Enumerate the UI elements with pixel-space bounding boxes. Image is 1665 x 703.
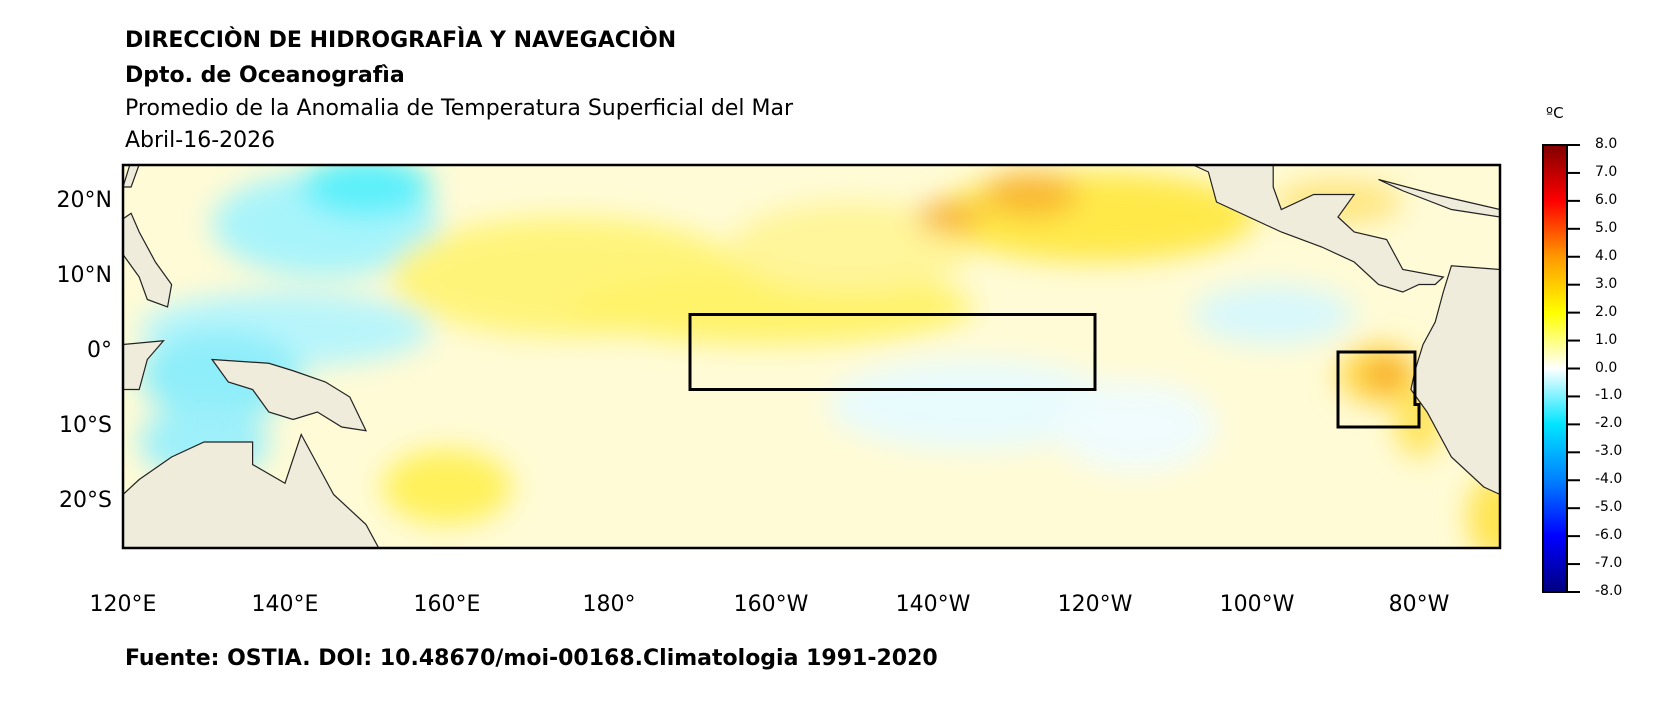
nino34-box bbox=[688, 313, 1097, 391]
lat-label: 10°S bbox=[59, 413, 112, 438]
colorbar-tick-label: 8.0 bbox=[1595, 136, 1618, 152]
institution-title: DIRECCIÒN DE HIDROGRAFÌA Y NAVEGACIÒN bbox=[125, 28, 677, 53]
data-source: Fuente: OSTIA. DOI: 10.48670/moi-00168.C… bbox=[125, 646, 938, 671]
lon-label: 80°W bbox=[1388, 592, 1450, 617]
nino12-box bbox=[1336, 350, 1421, 429]
colorbar-tick-label: -5.0 bbox=[1595, 499, 1623, 516]
australia-land bbox=[123, 432, 380, 548]
lon-label: 160°E bbox=[413, 592, 481, 617]
colorbar-tick-label: 3.0 bbox=[1595, 275, 1618, 292]
colorbar-tick-label: 1.0 bbox=[1595, 331, 1618, 348]
colorbar-tick-label: 2.0 bbox=[1595, 303, 1618, 320]
department-title: Dpto. de Oceanografìa bbox=[125, 63, 405, 88]
lat-label: 20°N bbox=[56, 188, 112, 213]
anomaly-region bbox=[916, 202, 982, 232]
central-america-land bbox=[1191, 165, 1445, 293]
lon-label: 100°W bbox=[1219, 592, 1295, 617]
south-america-land bbox=[1410, 265, 1500, 496]
lat-label: 0° bbox=[87, 338, 112, 363]
colorbar-tick-label: 5.0 bbox=[1595, 219, 1618, 236]
lon-label: 140°W bbox=[895, 592, 971, 617]
figure-date: Abril-16-2026 bbox=[125, 128, 276, 153]
colorbar-unit: ºC bbox=[1546, 104, 1564, 122]
taiwan-land bbox=[123, 165, 140, 188]
anomaly-region bbox=[981, 172, 1079, 217]
lon-label: 160°W bbox=[733, 592, 809, 617]
colorbar-tick-label: 6.0 bbox=[1595, 191, 1618, 208]
figure-title: Promedio de la Anomalia de Temperatura S… bbox=[125, 96, 794, 121]
anomaly-region bbox=[1192, 284, 1355, 345]
colorbar bbox=[1542, 144, 1568, 593]
lon-label: 120°W bbox=[1057, 592, 1133, 617]
new-guinea-land bbox=[210, 358, 368, 432]
colorbar-tick-label: -7.0 bbox=[1595, 555, 1623, 572]
colorbar-tick-label: 4.0 bbox=[1595, 247, 1618, 264]
colorbar-tick-label: -6.0 bbox=[1595, 527, 1623, 544]
lat-label: 20°S bbox=[59, 488, 112, 513]
anomaly-region bbox=[382, 449, 512, 525]
colorbar-tick-label: -4.0 bbox=[1595, 471, 1623, 488]
indonesia-land bbox=[123, 340, 165, 391]
colorbar-tick-label: 0.0 bbox=[1595, 359, 1618, 376]
map-frame bbox=[121, 163, 1502, 550]
lon-label: 140°E bbox=[251, 592, 319, 617]
anomaly-region bbox=[827, 359, 1120, 450]
lon-label: 180° bbox=[582, 592, 636, 617]
lon-label: 120°E bbox=[89, 592, 157, 617]
colorbar-tick-label: 7.0 bbox=[1595, 163, 1618, 180]
lat-label: 10°N bbox=[56, 263, 112, 288]
colorbar-tick-label: -2.0 bbox=[1595, 415, 1623, 432]
colorbar-tick-label: -3.0 bbox=[1595, 443, 1623, 460]
philippines-land bbox=[123, 212, 173, 308]
caribbean-islands-land bbox=[1378, 178, 1500, 218]
colorbar-tick-label: -1.0 bbox=[1595, 387, 1623, 404]
anomaly-region bbox=[1366, 359, 1407, 390]
anomaly-region bbox=[730, 202, 974, 292]
anomaly-region bbox=[301, 165, 431, 217]
anomaly-region bbox=[1054, 382, 1217, 472]
colorbar-tick-label: -8.0 bbox=[1595, 583, 1623, 599]
